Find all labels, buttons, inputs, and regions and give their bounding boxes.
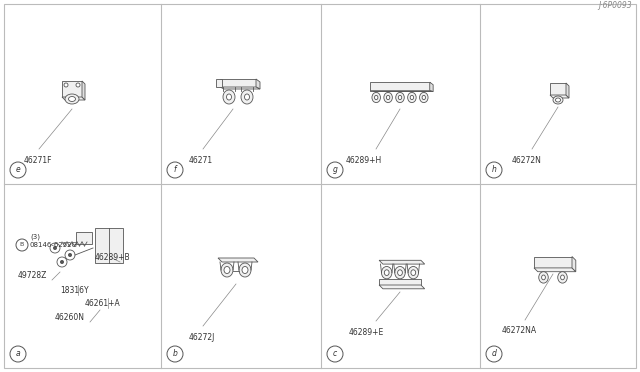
Bar xyxy=(220,79,256,87)
Ellipse shape xyxy=(372,92,380,103)
Text: B: B xyxy=(20,243,24,247)
Ellipse shape xyxy=(387,95,390,100)
Ellipse shape xyxy=(541,275,545,280)
Text: 49728Z: 49728Z xyxy=(18,271,47,280)
FancyBboxPatch shape xyxy=(95,228,123,263)
Ellipse shape xyxy=(410,95,413,100)
Ellipse shape xyxy=(224,266,230,273)
Text: 46260N: 46260N xyxy=(55,313,85,322)
FancyBboxPatch shape xyxy=(76,232,92,244)
Polygon shape xyxy=(62,97,85,100)
Text: 46272J: 46272J xyxy=(189,333,216,342)
Ellipse shape xyxy=(397,270,403,276)
Ellipse shape xyxy=(408,92,416,103)
Polygon shape xyxy=(218,258,258,262)
Ellipse shape xyxy=(396,92,404,103)
Polygon shape xyxy=(550,95,569,98)
Text: e: e xyxy=(15,166,20,174)
Text: 46261+A: 46261+A xyxy=(85,299,121,308)
Ellipse shape xyxy=(561,275,564,280)
Ellipse shape xyxy=(239,263,251,277)
Text: d: d xyxy=(492,350,497,359)
Ellipse shape xyxy=(420,92,428,103)
Text: 46289+B: 46289+B xyxy=(95,253,131,262)
Text: a: a xyxy=(16,350,20,359)
Ellipse shape xyxy=(422,95,426,100)
Ellipse shape xyxy=(242,266,248,273)
Ellipse shape xyxy=(557,272,567,283)
Ellipse shape xyxy=(68,96,76,102)
Bar xyxy=(62,81,82,97)
Text: 46289+E: 46289+E xyxy=(349,328,384,337)
Ellipse shape xyxy=(398,95,402,100)
Polygon shape xyxy=(572,257,576,272)
Bar xyxy=(371,82,429,91)
Ellipse shape xyxy=(556,98,561,102)
Text: g: g xyxy=(333,166,337,174)
Text: J·6P0093: J·6P0093 xyxy=(598,1,632,10)
Circle shape xyxy=(64,83,68,87)
Bar xyxy=(216,79,222,87)
Ellipse shape xyxy=(411,270,415,276)
Bar xyxy=(534,257,572,268)
Text: c: c xyxy=(333,350,337,359)
FancyBboxPatch shape xyxy=(379,279,421,285)
Polygon shape xyxy=(82,81,85,100)
Ellipse shape xyxy=(223,90,235,104)
Text: 46289+H: 46289+H xyxy=(346,156,382,165)
Text: f: f xyxy=(173,166,176,174)
Ellipse shape xyxy=(65,94,79,104)
Text: 46271: 46271 xyxy=(189,156,213,165)
Ellipse shape xyxy=(374,95,378,100)
Polygon shape xyxy=(566,83,569,98)
Circle shape xyxy=(68,253,72,257)
Text: 08146-6252G: 08146-6252G xyxy=(30,242,78,248)
Polygon shape xyxy=(220,87,260,89)
Text: 46272NA: 46272NA xyxy=(502,326,537,335)
Ellipse shape xyxy=(553,96,563,104)
Text: 18316Y: 18316Y xyxy=(60,286,88,295)
Circle shape xyxy=(53,246,57,250)
Bar xyxy=(550,83,566,95)
Ellipse shape xyxy=(385,270,389,276)
Ellipse shape xyxy=(395,266,405,279)
Ellipse shape xyxy=(384,92,392,103)
Text: h: h xyxy=(492,166,497,174)
Ellipse shape xyxy=(244,94,250,100)
Polygon shape xyxy=(534,268,576,272)
Text: b: b xyxy=(173,350,177,359)
Polygon shape xyxy=(379,260,425,264)
Ellipse shape xyxy=(539,272,548,283)
Ellipse shape xyxy=(381,266,392,279)
Ellipse shape xyxy=(221,263,233,277)
Polygon shape xyxy=(256,79,260,89)
Text: 46272N: 46272N xyxy=(512,156,542,165)
Polygon shape xyxy=(371,91,433,92)
Ellipse shape xyxy=(241,90,253,104)
Text: (3): (3) xyxy=(30,234,40,240)
Polygon shape xyxy=(429,82,433,92)
Polygon shape xyxy=(379,285,425,289)
Circle shape xyxy=(76,83,80,87)
Circle shape xyxy=(60,260,64,264)
Text: 46271F: 46271F xyxy=(24,156,52,165)
Ellipse shape xyxy=(408,266,419,279)
Ellipse shape xyxy=(227,94,232,100)
